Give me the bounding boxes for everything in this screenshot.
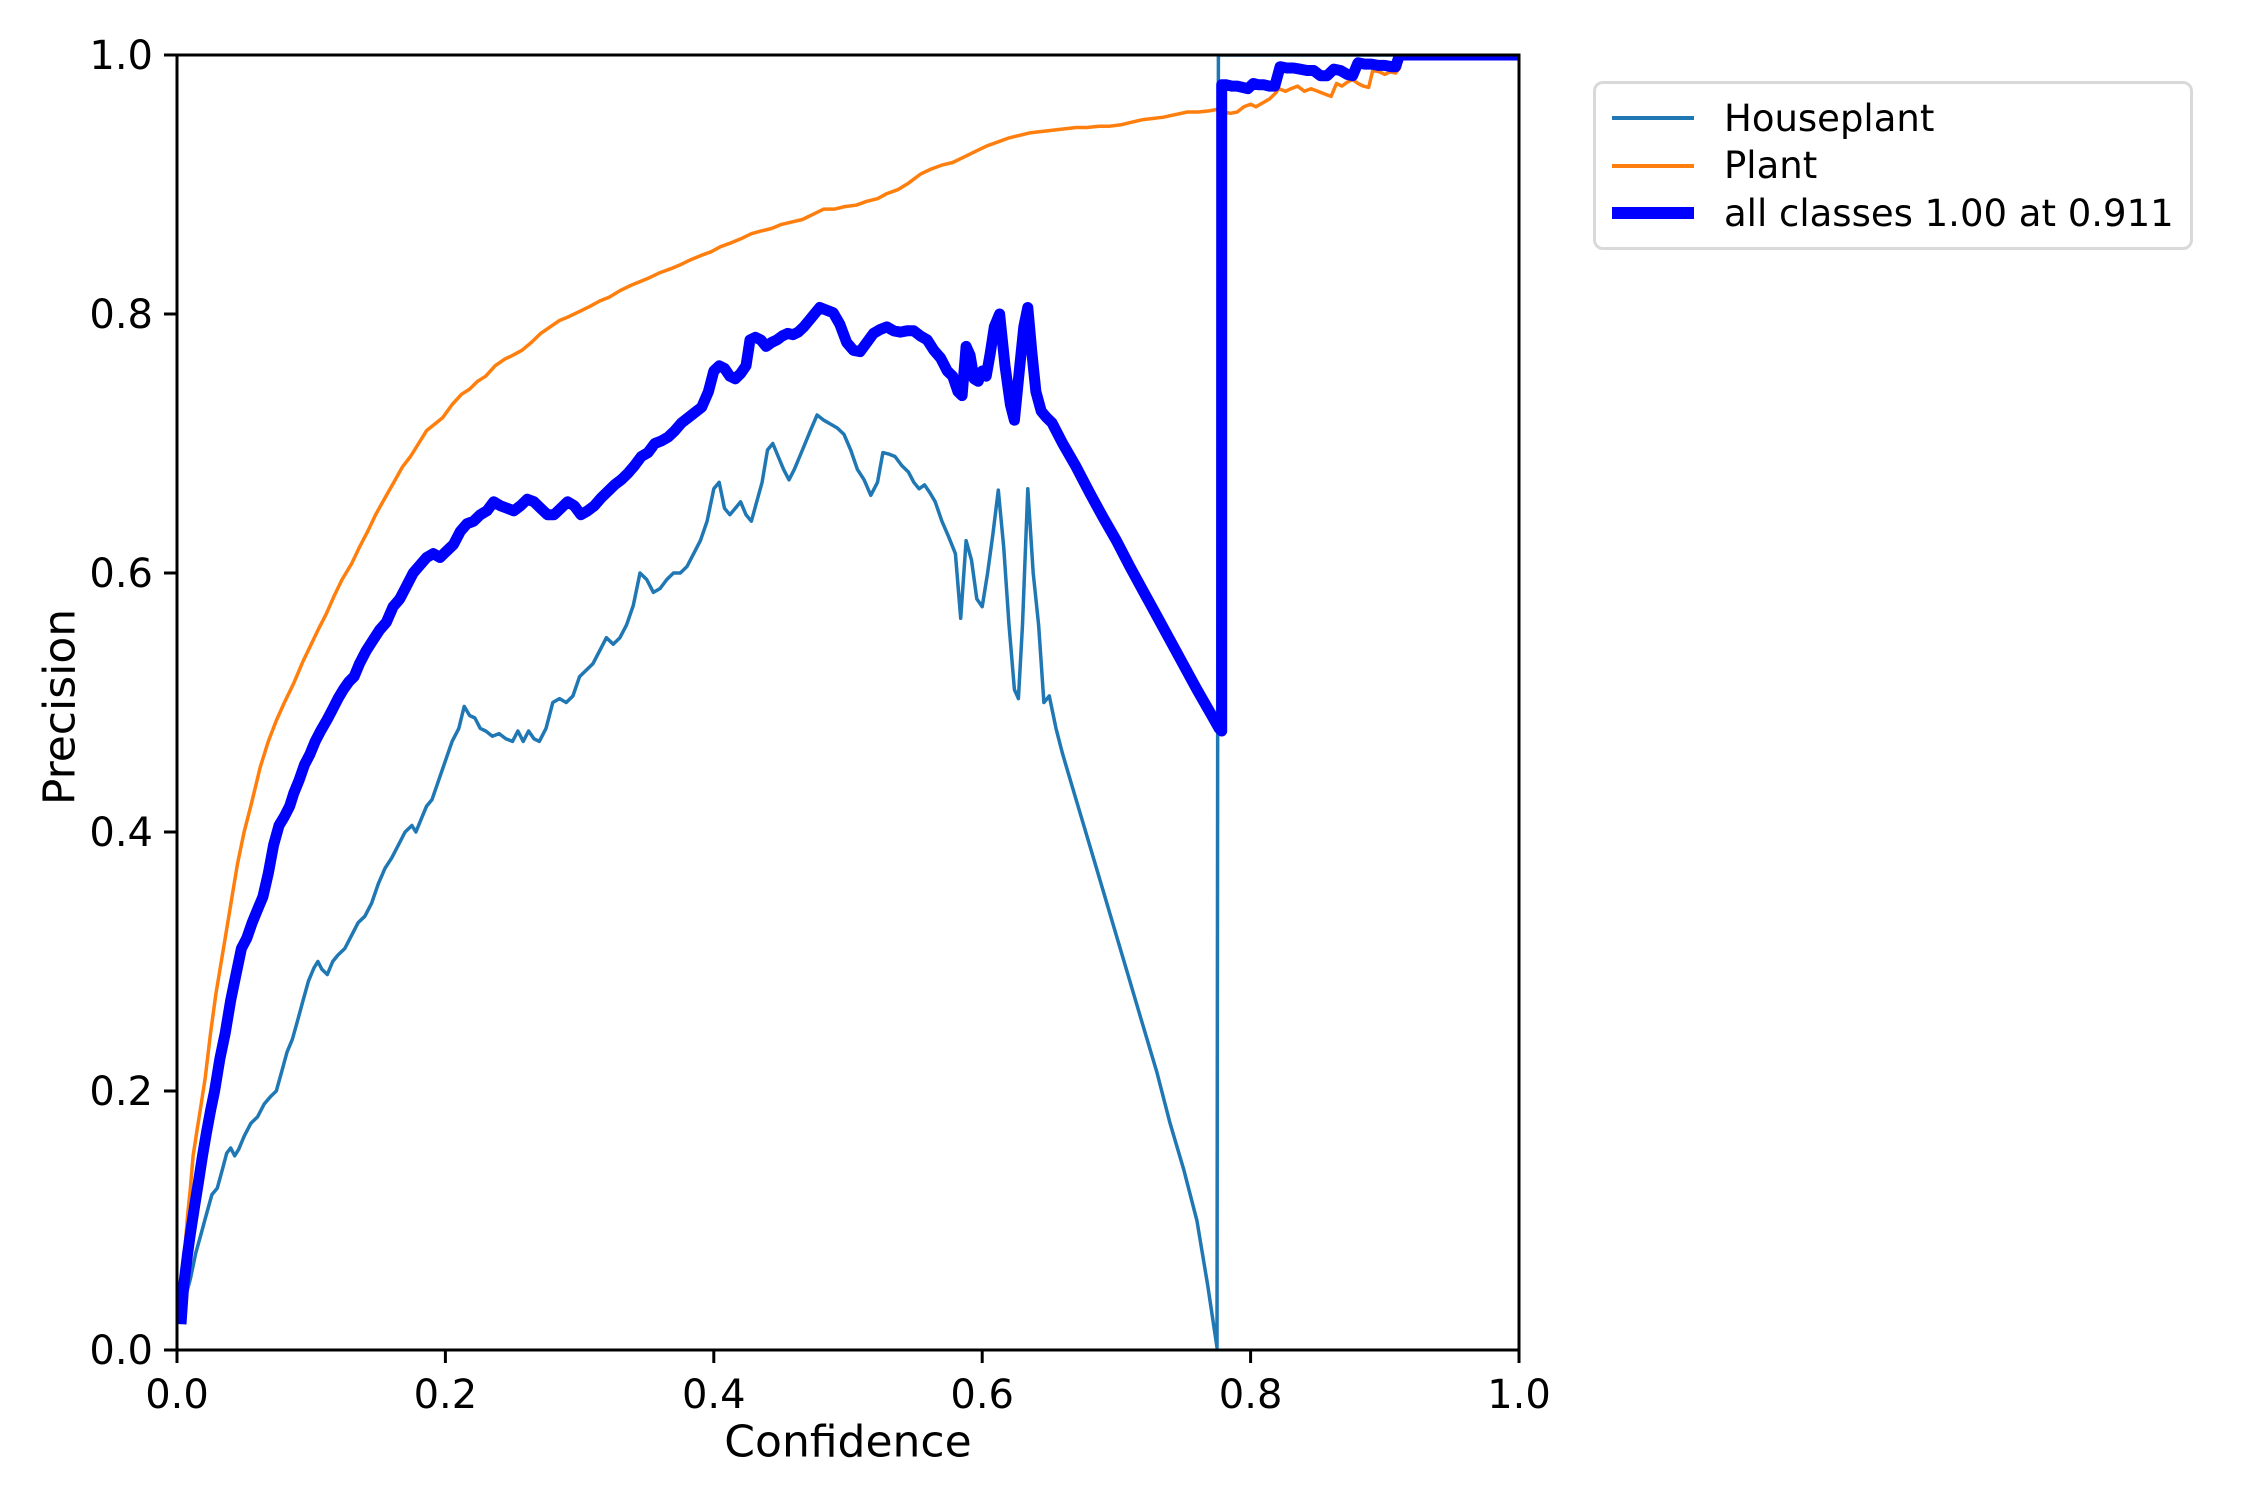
y-tick-label: 0.8 xyxy=(89,292,153,338)
legend-label: all classes 1.00 at 0.911 xyxy=(1724,191,2174,235)
series-line-plant xyxy=(177,55,1519,1325)
legend-line-sample xyxy=(1612,207,1694,219)
legend: Houseplant Plant all classes 1.00 at 0.911 xyxy=(1593,81,2193,250)
legend-line-sample xyxy=(1612,116,1694,120)
axes-spines xyxy=(175,53,1521,1352)
x-tick-label: 0.8 xyxy=(1219,1372,1283,1418)
x-tick-label: 0.0 xyxy=(145,1372,209,1418)
x-axis-label: Confidence xyxy=(724,1416,972,1468)
series-line-all-classes xyxy=(177,55,1519,1325)
legend-row: all classes 1.00 at 0.911 xyxy=(1612,192,2180,235)
legend-label: Plant xyxy=(1724,144,1818,187)
legend-row: Plant xyxy=(1612,144,2180,187)
x-tick-label: 0.2 xyxy=(414,1372,478,1418)
y-tick-label: 0.6 xyxy=(89,551,153,597)
legend-row: Houseplant xyxy=(1612,97,2180,140)
x-tick-label: 0.4 xyxy=(682,1372,746,1418)
y-tick-label: 0.4 xyxy=(89,810,153,856)
x-tick-label: 0.6 xyxy=(950,1372,1014,1418)
y-tick-label: 1.0 xyxy=(89,33,153,79)
y-axis-label: Precision xyxy=(34,608,86,806)
y-tick-label: 0.2 xyxy=(89,1069,153,1115)
x-tick-label: 1.0 xyxy=(1487,1372,1551,1418)
legend-line-sample xyxy=(1612,163,1694,168)
y-tick-label: 0.0 xyxy=(89,1328,153,1374)
legend-label: Houseplant xyxy=(1724,96,1935,140)
series-line-houseplant xyxy=(177,55,1519,1350)
